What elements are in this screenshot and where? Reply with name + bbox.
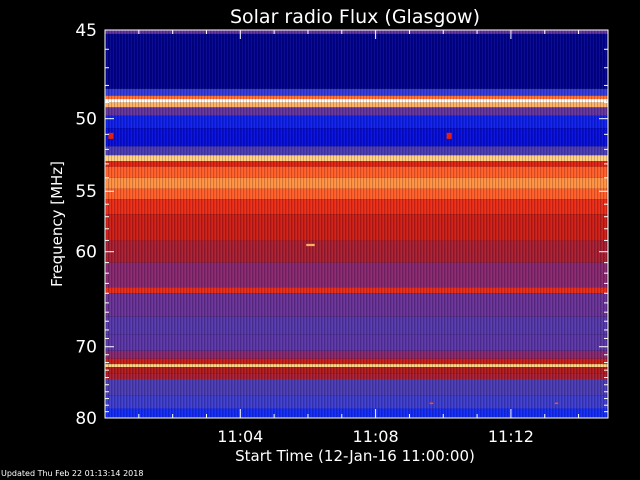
x-tick-label: 11:08 [353,427,399,446]
y-tick-label: 80 [75,409,97,429]
burst-4 [554,402,559,405]
y-tick-label: 70 [75,338,97,358]
y-axis: 45 50 55 60 70 80 [75,21,608,429]
heatmap [105,30,608,418]
update-timestamp: Updated Thu Feb 22 01:13:14 2018 [1,469,144,478]
chart-title: Solar radio Flux (Glasgow) [230,6,480,28]
y-axis-label: Frequency [MHz] [48,161,66,287]
x-axis-label: Start Time (12-Jan-16 11:00:00) [235,447,475,465]
burst-1 [446,132,452,139]
burst-3 [429,402,434,405]
y-tick-label: 50 [75,110,97,130]
time-streak-texture [105,30,608,418]
y-tick-label: 60 [75,243,97,263]
burst-0 [108,132,114,139]
y-tick-label: 45 [75,21,97,41]
x-axis: 11:04 11:08 11:12 [138,30,580,446]
y-tick-label: 55 [75,182,97,202]
x-tick-label: 11:04 [217,427,263,446]
burst-2 [306,243,315,247]
x-tick-label: 11:12 [488,427,534,446]
bursts [108,132,559,405]
plot-frame [104,29,609,419]
